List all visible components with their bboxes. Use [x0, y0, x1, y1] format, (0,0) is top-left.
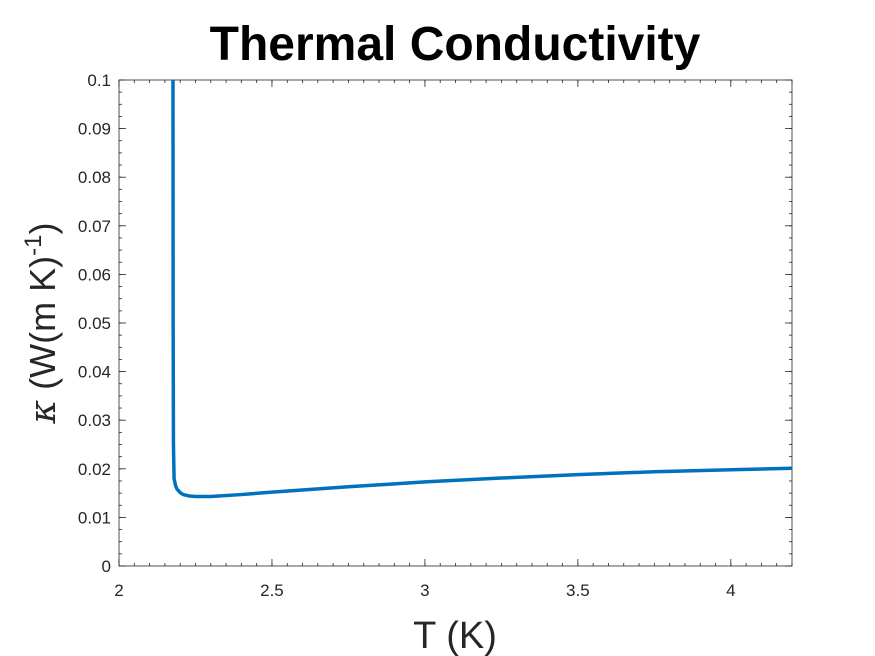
x-tick-label: 3 — [420, 581, 429, 600]
x-tick-label: 2.5 — [260, 581, 284, 600]
y-tick-label: 0.07 — [78, 217, 111, 236]
y-axis-unit: (W(m K) — [22, 256, 63, 400]
y-tick-label: 0.05 — [78, 314, 111, 333]
x-tick-label: 4 — [726, 581, 735, 600]
y-tick-label: 0.02 — [78, 460, 111, 479]
plot-area — [118, 79, 793, 567]
y-axis-unit-close: ) — [22, 223, 63, 235]
y-tick-label: 0.03 — [78, 411, 111, 430]
kappa-symbol: κ — [23, 399, 64, 424]
y-tick-label: 0.1 — [87, 71, 111, 90]
x-axis-label: T (K) — [413, 615, 497, 656]
y-tick-label: 0.09 — [78, 120, 111, 139]
y-tick-label: 0.06 — [78, 265, 111, 284]
y-tick-labels: 0 0.01 0.02 0.03 0.04 0.05 0.06 0.07 0.08 0.09 0.1 — [78, 71, 111, 576]
y-axis-unit-exponent: -1 — [20, 235, 47, 256]
x-tick-labels: 2 2.5 3 3.5 4 — [114, 581, 735, 600]
y-tick-label: 0.08 — [78, 168, 111, 187]
axis-ticks — [118, 79, 793, 567]
y-tick-label: 0.04 — [78, 363, 111, 382]
chart-title: Thermal Conductivity — [210, 18, 701, 71]
series-line — [171, 80, 792, 499]
x-tick-label: 2 — [114, 581, 123, 600]
y-axis-label: κ (W(m K)-1) — [20, 223, 64, 425]
y-tick-label: 0 — [102, 557, 111, 576]
x-tick-label: 3.5 — [566, 581, 590, 600]
y-tick-label: 0.01 — [78, 508, 111, 527]
